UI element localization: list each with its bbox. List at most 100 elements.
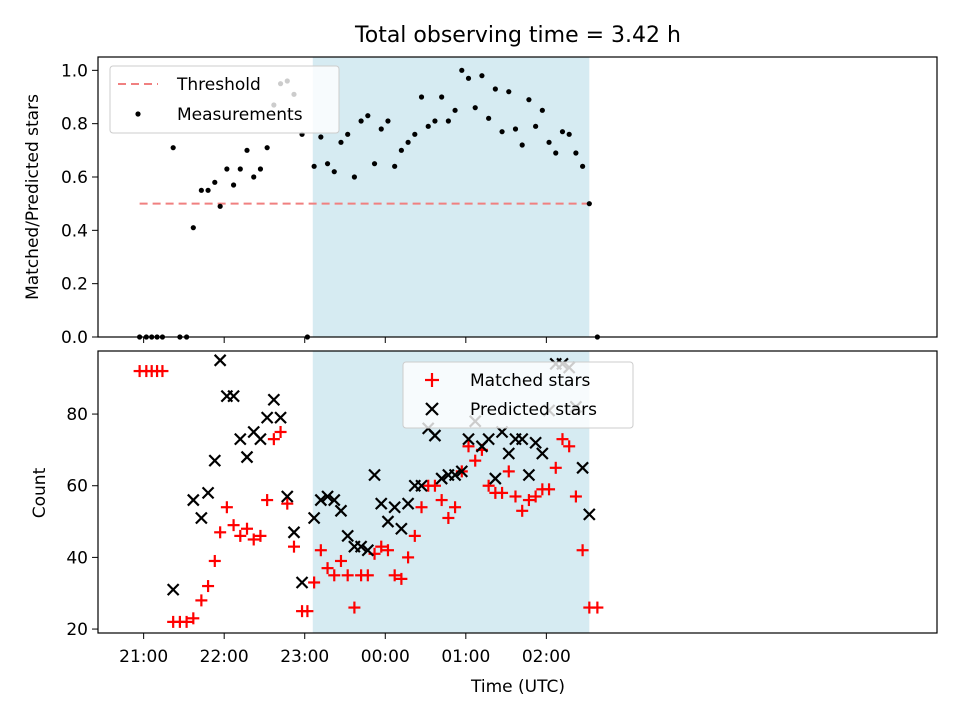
measurement-point [190,225,196,231]
top-legend: Threshold Measurements [109,65,340,134]
matched-legend-swatch [425,373,439,387]
chart-title: Total observing time = 3.42 h [354,23,681,48]
measurement-point [445,118,451,124]
bottom-y-axis: 20 40 60 80 [66,405,98,640]
matched-star-point [522,494,535,507]
matched-star-point [214,526,227,539]
measurement-point [465,75,472,81]
measurement-point [559,129,566,135]
matched-star-point [529,490,542,503]
measurement-point [519,142,525,148]
matched-star-point [556,433,569,446]
measurement-point [553,150,559,156]
measurements-legend-label: Measurements [177,105,303,125]
measurement-point [385,118,391,124]
predicted-star-point [354,540,368,553]
matched-star-point [408,529,421,542]
predicted-star-point [166,583,180,596]
predicted-star-point [307,511,321,525]
matched-star-point [549,461,562,474]
matched-star-point [381,544,394,557]
matched-star-point [180,615,193,628]
bottom-x-axis: 21:00 22:00 23:00 00:00 01:00 02:00 [119,633,571,667]
measurement-point [205,187,211,193]
measurement-point [486,115,492,121]
bottom-y-tick-label: 40 [66,548,88,568]
matched-star-point [274,425,287,438]
predicted-star-point [295,576,309,589]
measurement-point [237,166,243,172]
measurement-point [331,169,337,175]
matched-star-point [321,562,334,575]
predicted-star-point [428,429,442,442]
bottom-legend: Matched stars Predicted stars [402,361,634,429]
matched-star-point [375,540,388,553]
measurement-point [512,126,519,132]
matched-star-point [516,504,529,517]
matched-star-point [388,569,401,582]
measurement-point [198,187,204,193]
predicted-legend-swatch [425,402,439,416]
predicted-star-point [195,511,208,525]
measurement-point [338,139,344,145]
predicted-star-point [435,472,448,485]
measurement-point [499,129,505,135]
top-y-tick-label: 0.2 [61,275,88,295]
matched-star-point [308,576,321,589]
measurement-point [459,67,465,73]
measurement-point [371,161,378,167]
measurement-point [351,174,357,180]
matched-star-point [442,511,455,524]
predicted-star-point [583,508,596,521]
bottom-x-tick-label: 01:00 [441,647,490,667]
matched-star-point [195,594,208,607]
measurement-point [251,174,257,180]
predicted-star-point [522,468,536,482]
predicted-star-point [482,432,495,446]
predicted-star-point [240,450,254,464]
matched-star-point [576,544,589,557]
measurement-point [398,147,404,153]
measurement-point [324,161,331,167]
matched-star-point [220,501,233,514]
predicted-star-point [455,465,469,478]
predicted-star-point [208,454,222,467]
measurement-point [217,203,223,209]
measurement-point [224,166,230,172]
bottom-plot-frame [97,350,938,634]
matched-star-point [202,580,215,593]
measurement-point [318,134,324,140]
bottom-x-tick-label: 23:00 [280,647,329,667]
matched-star-point [254,529,267,542]
predicted-star-point [287,526,301,539]
predicted-star-point [254,432,267,446]
measurement-point [412,131,418,137]
top-y-tick-label: 0.0 [61,328,88,348]
bottom-y-tick-label: 80 [66,405,88,425]
matched-star-point [543,483,556,496]
top-x-axis [143,337,547,343]
matched-star-point [509,490,522,503]
matched-star-points [133,365,604,628]
predicted-star-point [401,497,415,510]
bottom-x-label: Time (UTC) [470,677,565,697]
top-y-tick-label: 0.4 [61,221,88,241]
matched-star-point [496,486,509,499]
matched-star-point [281,497,294,510]
predicted-star-point [448,468,462,482]
matched-star-point [234,529,247,542]
matched-star-point [428,479,441,492]
matched-star-point [261,494,274,507]
matched-star-point [287,540,300,553]
measurement-point [345,131,351,137]
matched-star-point [449,501,462,514]
predicted-star-point [213,354,227,367]
matched-star-point [156,365,169,378]
threshold-legend-label: Threshold [176,75,261,95]
matched-star-point [227,519,240,532]
measurement-point [479,73,485,79]
measurement-point [566,131,572,137]
measurement-point [439,94,445,100]
predicted-star-point [515,432,529,446]
matched-star-point [247,533,260,546]
